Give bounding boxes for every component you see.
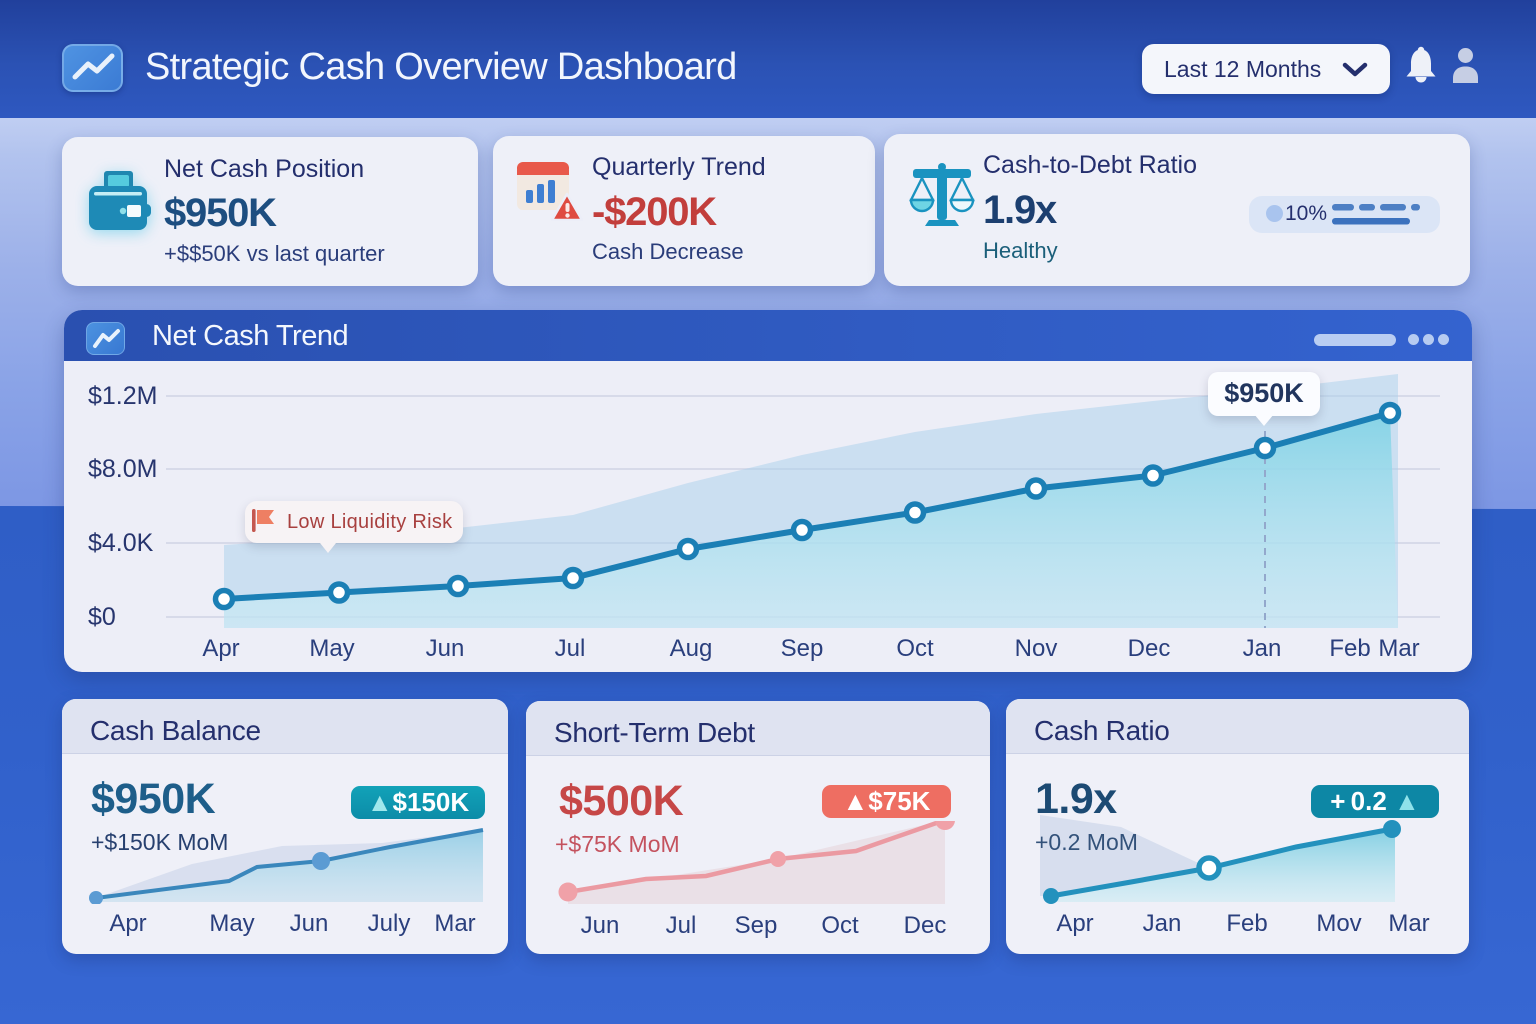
svg-text:Jan: Jan [1243, 635, 1282, 662]
svg-text:Aug: Aug [670, 635, 713, 662]
svg-text:$4.0K: $4.0K [88, 529, 154, 557]
svg-text:Feb: Feb [1329, 635, 1370, 662]
svg-text:$0: $0 [88, 603, 116, 631]
svg-text:Dec: Dec [1128, 635, 1171, 662]
svg-text:Jun: Jun [426, 635, 465, 662]
svg-text:Nov: Nov [1015, 635, 1058, 662]
svg-text:Jul: Jul [555, 635, 586, 662]
svg-text:Sep: Sep [781, 635, 824, 662]
svg-text:Oct: Oct [896, 635, 934, 662]
svg-text:Mar: Mar [1378, 635, 1419, 662]
svg-text:Apr: Apr [202, 635, 239, 662]
svg-text:$8.0M: $8.0M [88, 455, 157, 483]
svg-text:May: May [309, 635, 354, 662]
svg-text:$1.2M: $1.2M [88, 382, 157, 410]
